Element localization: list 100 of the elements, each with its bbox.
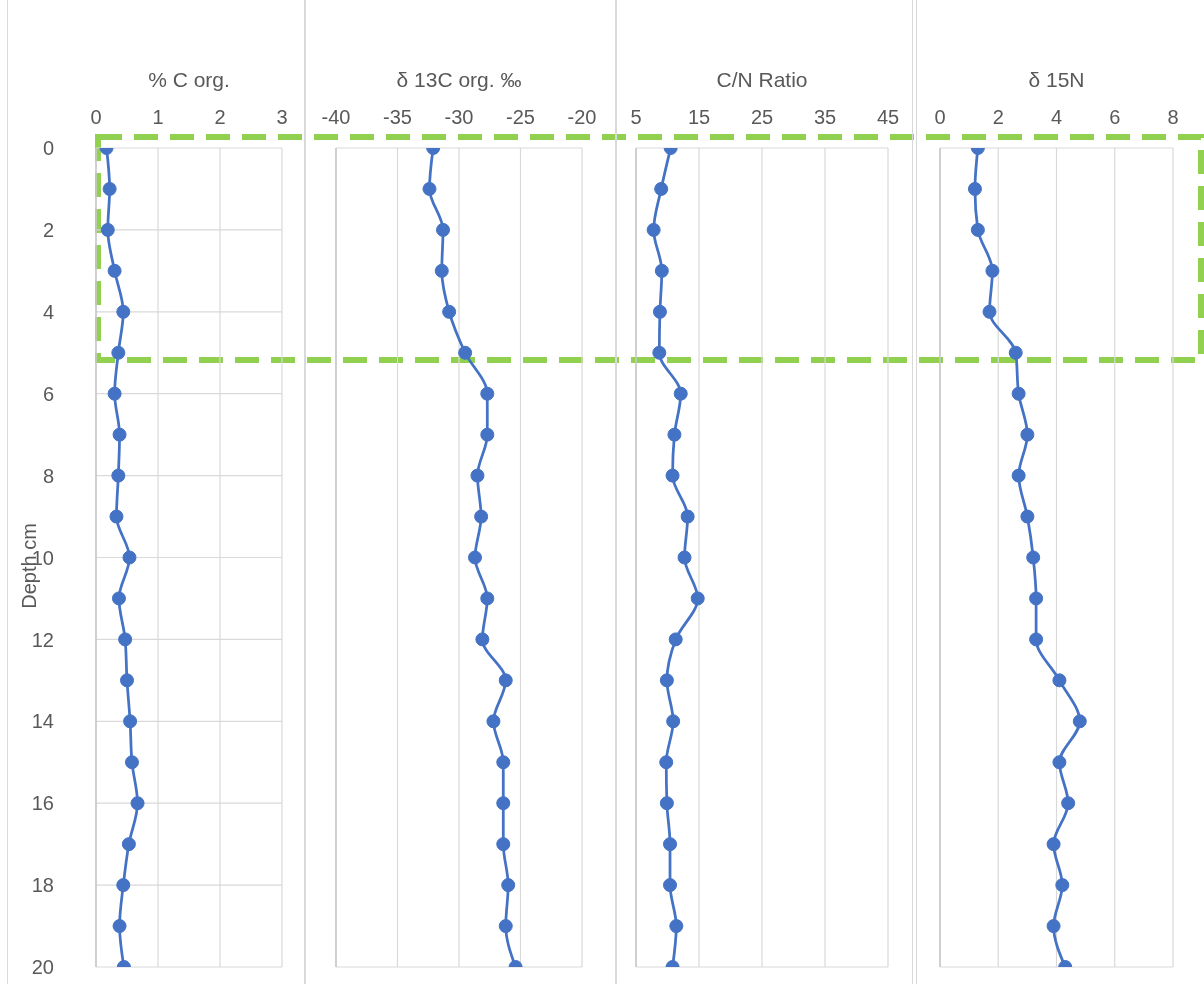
x-tick-label: 15 [687,106,711,128]
point [1052,673,1067,688]
y-tick-label: 14 [31,710,54,733]
point [121,837,136,852]
point [118,632,133,647]
point [1046,919,1061,934]
point [116,304,131,319]
x-tick-label: 45 [876,106,900,128]
point [654,181,669,196]
point [1008,345,1023,360]
point [652,304,667,319]
point [120,673,134,688]
point [475,632,490,647]
point [470,468,485,483]
x-tick-label: 3 [276,106,288,128]
point [442,304,457,319]
point [1026,550,1041,565]
point [970,222,985,237]
point [107,386,122,401]
y-tick-label: 12 [31,628,54,651]
point [1011,468,1026,483]
point [100,222,115,237]
point [967,181,982,196]
point [1055,878,1070,893]
x-tick-label: 4 [1050,106,1063,128]
x-tick-label: 6 [1109,106,1121,128]
point [654,263,669,278]
point [116,878,131,893]
x-tick-label: -20 [567,106,597,128]
y-tick-label: 18 [31,874,54,897]
point [677,550,692,565]
point [663,878,678,893]
point [458,345,473,360]
point [111,468,126,483]
chart-title: δ 15N [1027,67,1086,93]
point [436,222,451,237]
point [1061,796,1076,811]
point [646,222,661,237]
chart-title: δ 13C org. ‰ [395,67,523,93]
point [659,755,674,770]
point [111,591,126,606]
point [1046,837,1061,852]
y-tick-label: 2 [42,219,54,241]
point [480,386,495,401]
point [501,878,516,893]
y-tick-label: 6 [42,382,54,405]
x-tick-label: 1 [152,106,164,128]
point [1029,632,1044,647]
y-tick-label: 0 [42,137,54,160]
point [480,427,495,442]
point [122,550,137,565]
point [1029,591,1044,606]
point [109,509,124,524]
point [1020,509,1035,524]
point [112,919,127,934]
point [667,427,682,442]
chart-title: C/N Ratio [715,67,809,93]
x-tick-label: 8 [1167,106,1179,128]
x-tick-label: -30 [444,106,474,128]
point [107,263,122,278]
point [111,345,126,360]
y-tick-label: 8 [42,464,54,487]
point [467,550,482,565]
point [123,714,138,729]
point [652,345,667,360]
x-tick-label: 2 [992,106,1004,128]
point [102,181,117,196]
point [680,509,695,524]
point [480,591,495,606]
point [496,796,511,811]
point [434,263,449,278]
point [690,591,705,606]
point [1020,427,1035,442]
point [659,673,674,688]
point [659,796,674,811]
point [498,919,513,934]
point [985,263,1000,278]
y-tick-label: 4 [42,300,54,323]
point [124,755,139,770]
point [498,673,513,688]
point [486,714,501,729]
point [663,837,678,852]
x-tick-label: -40 [321,106,351,128]
point [1052,755,1067,770]
point [130,796,145,811]
point [496,837,511,852]
x-tick-label: -25 [506,106,535,128]
point [669,919,684,934]
x-tick-label: 25 [750,106,774,128]
x-tick-label: 0 [934,106,946,128]
x-tick-label: -35 [383,106,412,128]
point [666,714,681,729]
x-tick-label: 0 [90,106,102,128]
point [422,181,437,196]
point [1072,714,1087,729]
point [112,427,127,442]
y-tick-label: 20 [31,956,54,979]
y-tick-label: 16 [31,792,54,815]
point [1011,386,1026,401]
point [982,304,997,319]
